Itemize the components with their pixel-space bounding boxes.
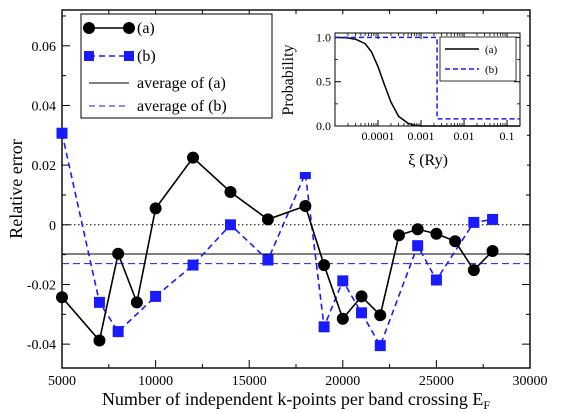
data-point-b	[374, 340, 386, 352]
data-point-a	[374, 309, 387, 322]
y-tick-label: 0	[49, 219, 56, 234]
y-tick-label: -0.04	[27, 338, 56, 353]
data-point-a	[224, 185, 237, 198]
data-point-a	[411, 223, 424, 236]
legend-marker-a-left	[83, 22, 95, 34]
data-point-a	[112, 247, 125, 260]
x-axis-title: Number of independent k-points per band …	[102, 389, 490, 412]
series-line-b	[61, 133, 493, 348]
y-tick-label: 0.06	[32, 40, 57, 55]
data-point-b	[262, 254, 274, 266]
data-point-a	[355, 290, 368, 303]
main-ticks-group: 5000 10000 15000 20000 25000 30000 -0.04 -0.02 0…	[27, 10, 548, 389]
inset-legend-label-a: (a)	[485, 44, 498, 56]
y-tick-label: -0.02	[27, 278, 56, 293]
legend-label-b: (b)	[137, 48, 156, 65]
inset-y-axis-title: Probability	[280, 44, 297, 115]
legend-marker-a-right	[123, 22, 135, 34]
inset-legend: (a) (b)	[439, 36, 517, 82]
data-point-b	[412, 240, 424, 252]
inset-chart: 0.0001 0.001 0.01 0.10.00.51.0 Probability …	[275, 14, 527, 172]
legend-label-a: (a)	[137, 20, 155, 37]
x-tick-label: 25000	[419, 374, 454, 389]
data-point-b	[56, 127, 68, 139]
inset-y-tick-label: 0.5	[316, 75, 331, 89]
data-point-b	[112, 326, 124, 338]
data-point-a	[318, 259, 331, 272]
inset-x-tick-label: 0.1	[500, 129, 515, 143]
legend-marker-b-left	[84, 51, 94, 61]
main-legend: (a) (b) average of (a) average of (b)	[80, 13, 273, 119]
data-point-b	[93, 296, 105, 308]
data-point-b	[430, 274, 442, 286]
inset-series-line-a	[334, 36, 520, 127]
data-point-b	[356, 307, 368, 319]
data-point-b	[468, 216, 480, 228]
x-tick-label: 30000	[513, 374, 548, 389]
x-axis-title-subscript: F	[483, 398, 490, 412]
data-point-a	[261, 213, 274, 226]
inset-x-tick-label: 0.0001	[362, 129, 395, 143]
y-tick-label: 0.04	[32, 99, 57, 114]
inset-y-tick-label: 1.0	[316, 30, 331, 44]
inset-series-group	[334, 36, 520, 127]
data-point-a	[130, 296, 143, 309]
inset-y-tick-label: 0.0	[316, 119, 331, 133]
inset-ticks-group: 0.0001 0.001 0.01 0.1 0.0 0.5 1.0	[316, 30, 521, 143]
x-tick-label: 5000	[48, 374, 76, 389]
data-point-a	[486, 245, 499, 258]
data-point-a	[467, 264, 480, 277]
data-point-b	[187, 259, 199, 271]
data-point-a	[187, 151, 200, 164]
data-point-a	[430, 227, 443, 240]
x-axis-title-text: Number of independent k-points per band …	[102, 389, 483, 409]
inset-x-tick-label: 0.001	[408, 129, 435, 143]
inset-legend-label-b: (b)	[485, 64, 498, 76]
data-point-a	[93, 334, 106, 347]
data-point-a	[149, 202, 162, 215]
data-point-b	[224, 219, 236, 231]
data-point-a	[299, 200, 312, 213]
y-tick-label: 0.02	[32, 159, 57, 174]
data-point-a	[392, 229, 405, 242]
data-point-b	[487, 213, 499, 225]
x-tick-label: 15000	[232, 374, 267, 389]
inset-series-line-b	[335, 36, 520, 120]
data-point-b	[150, 290, 162, 302]
x-tick-label: 10000	[138, 374, 173, 389]
main-series-group	[56, 127, 530, 352]
legend-label-avg-a: average of (a)	[137, 75, 226, 92]
legend-marker-b-right	[124, 51, 134, 61]
series-line-a	[61, 156, 494, 343]
x-tick-label: 20000	[325, 374, 360, 389]
inset-x-tick-label: 0.01	[454, 129, 475, 143]
legend-label-avg-b: average of (b)	[137, 98, 227, 115]
main-legend-box	[80, 13, 273, 119]
data-point-a	[56, 291, 68, 304]
y-axis-title: Relative error	[6, 139, 26, 238]
data-point-b	[318, 321, 330, 333]
data-point-b	[337, 275, 349, 287]
data-point-a	[449, 235, 462, 248]
data-point-a	[336, 312, 349, 325]
data-point-b	[299, 167, 311, 179]
inset-x-axis-title: ξ (Ry)	[408, 152, 448, 169]
inset-legend-box	[439, 36, 517, 82]
